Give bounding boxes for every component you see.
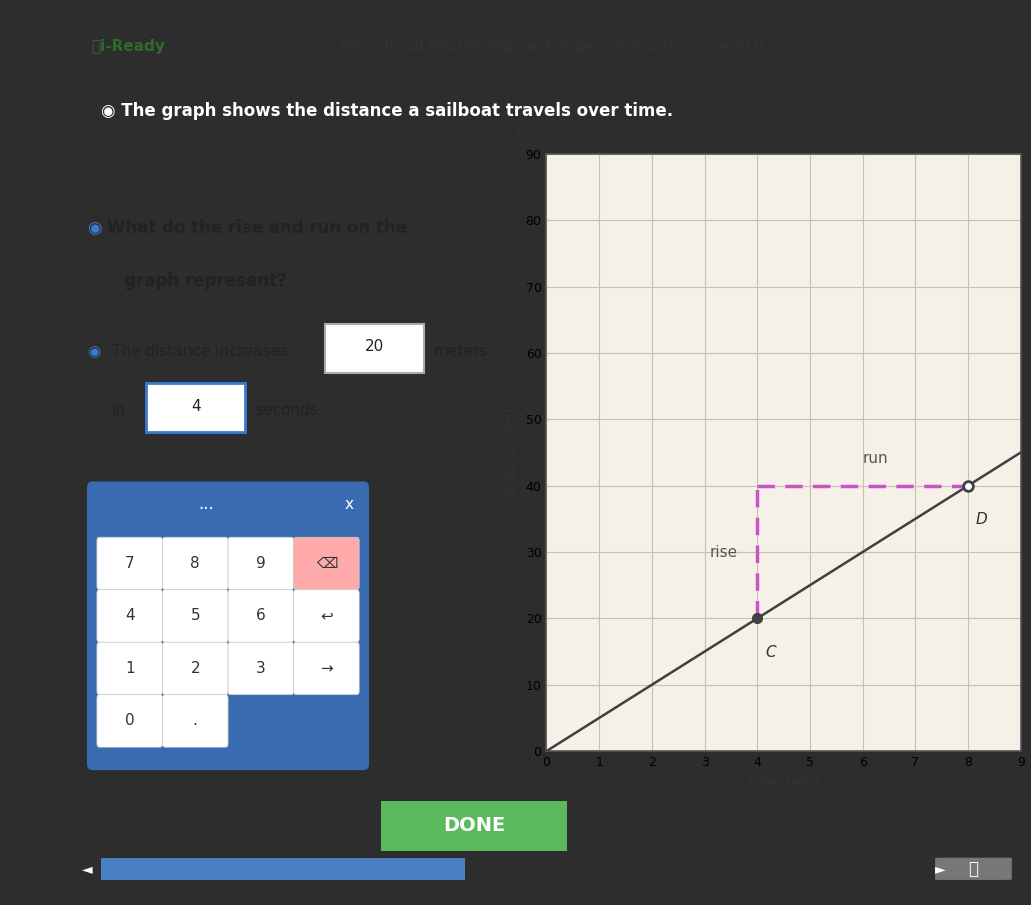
Text: 0: 0 bbox=[125, 713, 134, 729]
FancyBboxPatch shape bbox=[294, 643, 359, 695]
Text: C: C bbox=[765, 645, 775, 660]
FancyBboxPatch shape bbox=[97, 643, 163, 695]
FancyBboxPatch shape bbox=[163, 590, 228, 643]
Text: 4: 4 bbox=[191, 398, 201, 414]
FancyBboxPatch shape bbox=[372, 798, 576, 853]
FancyBboxPatch shape bbox=[294, 590, 359, 643]
X-axis label: Time (sec): Time (sec) bbox=[747, 776, 820, 790]
Text: ►: ► bbox=[935, 862, 945, 876]
Text: 1: 1 bbox=[125, 661, 134, 676]
Text: 5: 5 bbox=[191, 608, 200, 624]
Text: ⌫: ⌫ bbox=[315, 556, 337, 571]
Text: x: x bbox=[344, 497, 354, 512]
Text: ◄: ◄ bbox=[81, 862, 93, 876]
FancyBboxPatch shape bbox=[228, 538, 294, 590]
Text: 9: 9 bbox=[256, 556, 266, 571]
Text: 6: 6 bbox=[256, 608, 266, 624]
Text: ◉: ◉ bbox=[87, 344, 100, 358]
FancyBboxPatch shape bbox=[294, 538, 359, 590]
Text: run: run bbox=[863, 451, 889, 466]
FancyBboxPatch shape bbox=[163, 538, 228, 590]
Text: ...: ... bbox=[198, 495, 213, 513]
Text: rise: rise bbox=[709, 545, 738, 559]
Text: in: in bbox=[111, 403, 126, 418]
Text: graph represent?: graph represent? bbox=[107, 272, 287, 290]
FancyBboxPatch shape bbox=[935, 858, 1011, 880]
FancyBboxPatch shape bbox=[97, 538, 163, 590]
Y-axis label: Distance (m): Distance (m) bbox=[504, 408, 519, 497]
Text: ⏸: ⏸ bbox=[968, 860, 978, 878]
Text: ◉: ◉ bbox=[87, 219, 101, 237]
Text: 3: 3 bbox=[256, 661, 266, 676]
Text: 🌟i-Ready: 🌟i-Ready bbox=[92, 39, 165, 54]
Text: D: D bbox=[976, 512, 988, 528]
FancyBboxPatch shape bbox=[146, 383, 245, 433]
Text: Proportional Relationships and Slope — Instruction — Level H: Proportional Relationships and Slope — I… bbox=[339, 40, 764, 53]
Text: →: → bbox=[320, 661, 333, 676]
Text: 4: 4 bbox=[125, 608, 134, 624]
Text: meters: meters bbox=[433, 344, 488, 358]
Bar bbox=[101, 858, 465, 880]
Text: What do the rise and run on the: What do the rise and run on the bbox=[107, 219, 407, 237]
FancyBboxPatch shape bbox=[163, 695, 228, 748]
Text: DONE: DONE bbox=[443, 816, 505, 835]
FancyBboxPatch shape bbox=[87, 481, 369, 770]
Text: y: y bbox=[516, 119, 525, 134]
FancyBboxPatch shape bbox=[97, 590, 163, 643]
Text: 2: 2 bbox=[191, 661, 200, 676]
Text: ↩: ↩ bbox=[320, 608, 333, 624]
Text: 20: 20 bbox=[364, 339, 384, 355]
Text: The distance increases: The distance increases bbox=[111, 344, 288, 358]
FancyBboxPatch shape bbox=[163, 643, 228, 695]
FancyBboxPatch shape bbox=[97, 695, 163, 748]
Text: ◉ The graph shows the distance a sailboat travels over time.: ◉ The graph shows the distance a sailboa… bbox=[101, 102, 673, 119]
FancyBboxPatch shape bbox=[228, 590, 294, 643]
FancyBboxPatch shape bbox=[228, 643, 294, 695]
Text: seconds.: seconds. bbox=[256, 403, 323, 418]
Text: 7: 7 bbox=[125, 556, 134, 571]
Text: .: . bbox=[193, 713, 198, 729]
Text: 8: 8 bbox=[191, 556, 200, 571]
FancyBboxPatch shape bbox=[325, 324, 424, 373]
